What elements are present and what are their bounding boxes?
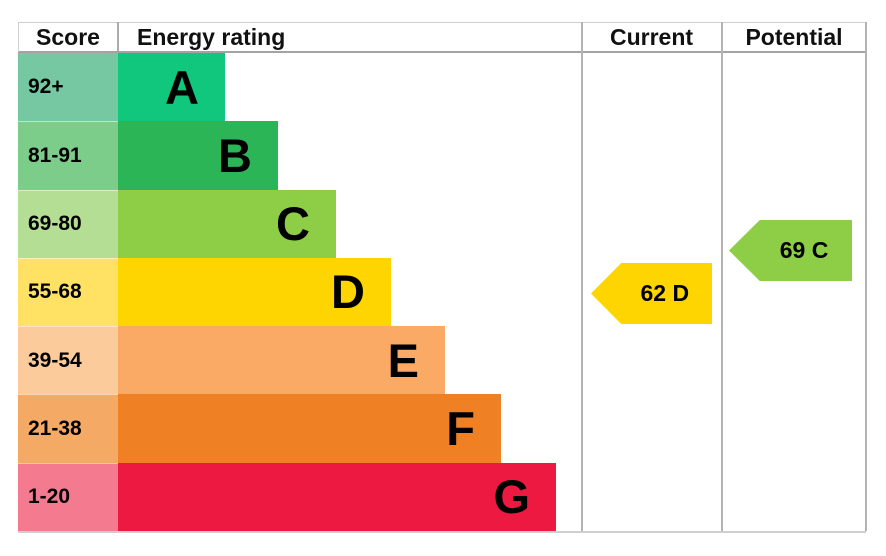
band-bar-e: E [118, 326, 445, 395]
table-top-border [18, 22, 866, 23]
potential-column-divider [721, 22, 723, 531]
band-bar-b: B [118, 121, 278, 190]
current-rating-label: 62 D [640, 280, 690, 306]
band-row-c: 69-80 C [18, 189, 581, 258]
band-letter-e: E [387, 333, 419, 387]
band-bar-f: F [118, 394, 501, 463]
current-column-divider [581, 22, 583, 531]
score-range-g: 1-20 [18, 462, 118, 531]
band-row-f: 21-38 F [18, 394, 581, 463]
band-letter-g: G [493, 470, 530, 524]
band-letter-d: D [331, 265, 365, 319]
table-bottom-border [18, 531, 866, 533]
score-range-a: 92+ [18, 53, 118, 122]
header-score: Score [36, 24, 100, 50]
band-row-a: 92+ A [18, 53, 581, 122]
header-current: Current [609, 24, 694, 50]
header-underline [18, 51, 866, 53]
band-bar-c: C [118, 189, 336, 258]
score-range-e: 39-54 [18, 326, 118, 395]
header-energy-rating: Energy rating [137, 24, 286, 50]
score-range-b: 81-91 [18, 121, 118, 190]
current-rating-arrow: 62 D [591, 263, 712, 324]
band-row-g: 1-20 G [18, 462, 581, 531]
band-letter-c: C [276, 197, 310, 251]
header-potential: Potential [745, 24, 843, 50]
band-bar-g: G [118, 462, 556, 531]
potential-rating-arrow: 69 C [729, 220, 852, 281]
score-range-f: 21-38 [18, 394, 118, 463]
header-left-border [18, 22, 19, 52]
band-row-b: 81-91 B [18, 121, 581, 190]
band-row-e: 39-54 E [18, 326, 581, 395]
band-rows: 92+ A 81-91 B 69-80 C 55-68 D 39-54 [18, 53, 581, 531]
band-letter-a: A [165, 60, 199, 114]
band-bar-d: D [118, 257, 391, 327]
band-row-d: 55-68 D [18, 257, 581, 327]
score-range-c: 69-80 [18, 189, 118, 258]
band-letter-b: B [218, 128, 252, 182]
band-bar-a: A [118, 53, 225, 122]
score-range-d: 55-68 [18, 257, 118, 327]
score-column-divider [117, 22, 119, 51]
band-letter-f: F [446, 402, 475, 456]
potential-rating-label: 69 C [779, 237, 829, 263]
table-right-border [865, 22, 867, 531]
